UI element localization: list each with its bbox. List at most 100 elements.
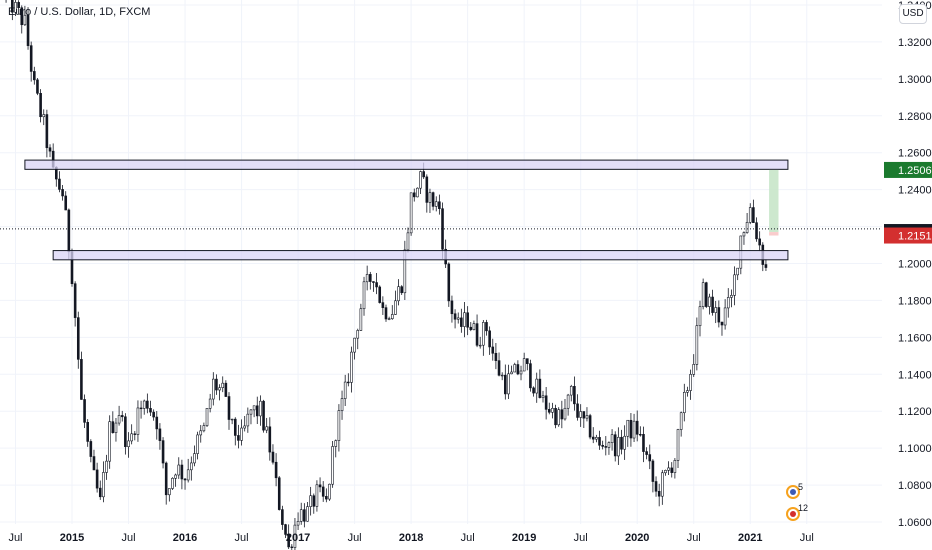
candle-body xyxy=(500,374,504,377)
candle-body xyxy=(29,45,33,72)
candle-body xyxy=(306,506,309,522)
candle-body xyxy=(114,422,118,433)
candle-body xyxy=(343,381,347,399)
grid xyxy=(0,0,882,524)
candle-body xyxy=(764,264,768,268)
candle-body xyxy=(730,295,733,298)
candle-body xyxy=(218,387,221,391)
symbol-title[interactable]: Euro / U.S. Dollar, 1D, FXCM xyxy=(8,6,151,18)
candle-body xyxy=(453,313,457,320)
candle-body xyxy=(83,399,86,423)
time-tick-label: Jul xyxy=(574,532,588,544)
candle-body xyxy=(17,2,20,9)
candle-body xyxy=(152,411,155,418)
candle-body xyxy=(177,464,181,476)
candle-body xyxy=(689,374,692,391)
zones[interactable] xyxy=(24,159,789,261)
long-position[interactable] xyxy=(769,169,779,236)
candle-body xyxy=(139,407,143,410)
candle-body xyxy=(639,434,642,436)
candle-body xyxy=(73,283,77,318)
candle-body xyxy=(667,467,670,471)
candle-body xyxy=(516,364,520,375)
candle-body xyxy=(14,2,17,13)
candle-body xyxy=(676,429,680,461)
candle-body xyxy=(23,14,27,26)
candle-body xyxy=(36,79,39,94)
candle-body xyxy=(507,373,510,395)
candle-body xyxy=(303,509,306,522)
price-tick-label: 1.10000 xyxy=(898,443,932,455)
candle-body xyxy=(252,405,256,411)
candle-body xyxy=(86,422,89,442)
candle-body xyxy=(215,378,218,391)
time-tick-label: Jul xyxy=(121,532,135,544)
candle-body xyxy=(456,317,460,320)
support-zone xyxy=(52,250,789,261)
candle-body xyxy=(695,325,699,365)
candle-body xyxy=(368,274,372,282)
time-axis[interactable]: Jul 2015 Jul 2016 Jul 2017 Jul 2018 Jul 2019 Jul 20… xyxy=(8,532,813,544)
candle-body xyxy=(403,249,407,294)
candle-body xyxy=(271,451,275,463)
candle-body xyxy=(130,433,133,442)
candle-body xyxy=(127,440,130,448)
candle-body xyxy=(717,307,721,323)
candle-body xyxy=(221,382,225,388)
candle-body xyxy=(579,411,582,418)
candle-body xyxy=(497,360,501,376)
candle-body xyxy=(230,418,234,421)
eu-event-icon[interactable] xyxy=(786,485,800,499)
candle-body xyxy=(535,378,539,394)
candle-body xyxy=(463,312,466,327)
candle-body xyxy=(726,297,730,309)
us-flag-icon xyxy=(790,511,796,517)
candle-body xyxy=(686,390,689,393)
candle-body xyxy=(312,495,316,507)
candle-body xyxy=(573,386,576,405)
candle-body xyxy=(532,387,535,394)
candle-body xyxy=(563,407,567,420)
candle-body xyxy=(692,364,696,375)
candle-body xyxy=(375,282,378,288)
candle-body xyxy=(20,7,24,26)
candle-body xyxy=(419,171,422,189)
candle-body xyxy=(742,232,746,237)
candle-body xyxy=(61,189,64,197)
candle-body xyxy=(428,192,432,203)
candle-body xyxy=(146,400,149,409)
candle-body xyxy=(673,460,677,473)
price-tick-label: 1.32000 xyxy=(898,37,932,49)
candle-body xyxy=(569,386,573,396)
candle-body xyxy=(701,282,705,308)
candle-body xyxy=(557,409,561,426)
candle-body xyxy=(434,201,438,207)
candle-body xyxy=(111,421,115,433)
candle-body xyxy=(632,420,636,439)
candle-body xyxy=(422,171,425,178)
candle-body xyxy=(193,453,196,464)
us-event-icon[interactable] xyxy=(786,507,800,521)
candle-body xyxy=(551,408,554,413)
candle-body xyxy=(293,524,297,548)
candle-body xyxy=(331,446,334,485)
currency-button[interactable]: USD xyxy=(899,4,927,24)
resistance-zone xyxy=(24,159,789,170)
candle-body xyxy=(425,176,429,203)
price-axis[interactable]: 1.340001.320001.300001.280001.260001.240… xyxy=(884,0,932,529)
candle-body xyxy=(390,314,394,320)
candle-body xyxy=(42,114,46,118)
target-area xyxy=(769,169,779,233)
candle-body xyxy=(174,474,177,479)
candle-body xyxy=(447,263,451,302)
candle-body xyxy=(585,415,589,419)
candle-body xyxy=(190,462,193,471)
candle-body xyxy=(212,378,215,400)
candle-body xyxy=(233,418,237,436)
candle-body xyxy=(412,192,416,198)
candle-body xyxy=(711,296,714,313)
candle-body xyxy=(723,307,727,326)
candle-body xyxy=(654,481,658,492)
candle-body xyxy=(513,364,517,373)
